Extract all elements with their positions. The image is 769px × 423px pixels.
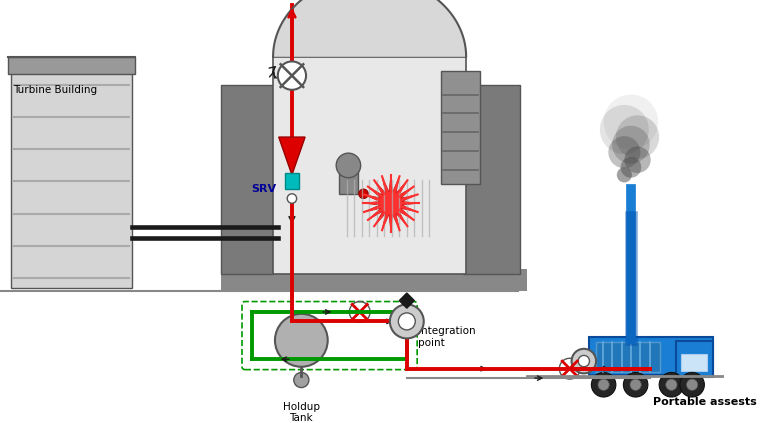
Polygon shape	[273, 0, 466, 57]
Text: Holdup
Tank: Holdup Tank	[283, 402, 320, 423]
Circle shape	[287, 194, 297, 203]
Circle shape	[624, 146, 651, 173]
Circle shape	[621, 157, 641, 178]
Circle shape	[359, 189, 368, 198]
Circle shape	[624, 372, 647, 397]
Circle shape	[600, 105, 649, 154]
FancyBboxPatch shape	[596, 342, 660, 372]
Text: Integration
point: Integration point	[418, 326, 476, 348]
Text: Turbine Building: Turbine Building	[13, 85, 98, 95]
Circle shape	[294, 372, 309, 387]
FancyBboxPatch shape	[8, 57, 135, 74]
Text: Portable assests: Portable assests	[653, 397, 757, 407]
FancyBboxPatch shape	[285, 173, 298, 189]
Circle shape	[680, 372, 704, 397]
FancyBboxPatch shape	[273, 57, 466, 274]
Circle shape	[278, 61, 306, 90]
Circle shape	[390, 305, 424, 338]
Circle shape	[612, 126, 650, 164]
Circle shape	[578, 355, 590, 367]
FancyBboxPatch shape	[221, 269, 528, 291]
FancyBboxPatch shape	[681, 354, 707, 371]
Circle shape	[604, 94, 658, 149]
FancyBboxPatch shape	[441, 71, 481, 184]
FancyBboxPatch shape	[339, 165, 358, 194]
Circle shape	[659, 372, 684, 397]
Circle shape	[571, 349, 596, 374]
Polygon shape	[278, 137, 305, 175]
Circle shape	[598, 379, 609, 390]
FancyBboxPatch shape	[12, 57, 131, 288]
Circle shape	[608, 136, 641, 168]
Text: SRV: SRV	[251, 184, 277, 194]
Polygon shape	[399, 293, 414, 308]
Circle shape	[336, 153, 361, 178]
Circle shape	[630, 379, 641, 390]
Polygon shape	[362, 175, 419, 232]
Circle shape	[398, 313, 415, 330]
Circle shape	[617, 168, 632, 182]
FancyBboxPatch shape	[463, 85, 520, 274]
Circle shape	[616, 115, 659, 159]
Circle shape	[666, 379, 677, 390]
Circle shape	[687, 379, 697, 390]
Circle shape	[275, 314, 328, 367]
FancyBboxPatch shape	[676, 341, 713, 377]
FancyBboxPatch shape	[588, 338, 713, 375]
FancyBboxPatch shape	[221, 85, 273, 274]
Circle shape	[591, 372, 616, 397]
